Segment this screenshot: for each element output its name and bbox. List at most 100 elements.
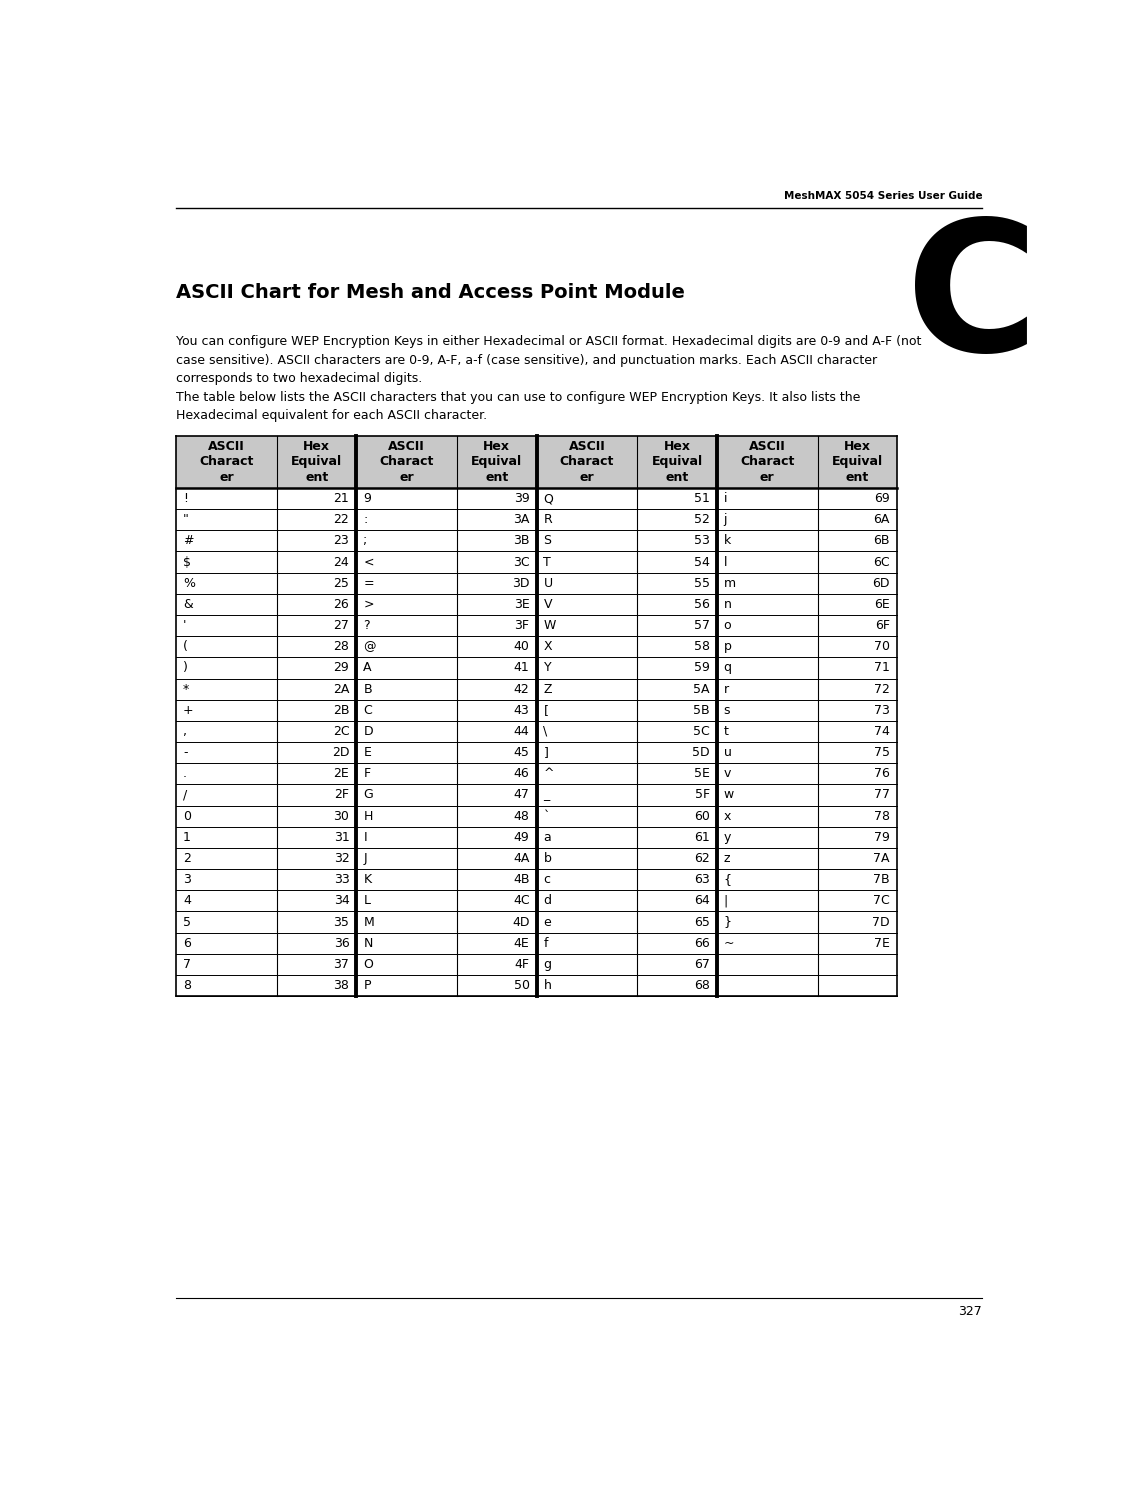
Text: 6F: 6F <box>875 620 890 632</box>
Text: o: o <box>723 620 731 632</box>
Text: 7A: 7A <box>873 853 890 864</box>
Text: 73: 73 <box>873 703 890 717</box>
Text: 5B: 5B <box>693 703 710 717</box>
Text: 41: 41 <box>514 661 530 675</box>
Text: ASCII
Charact
er: ASCII Charact er <box>199 440 254 484</box>
Text: 65: 65 <box>694 915 710 929</box>
Text: 6D: 6D <box>872 576 890 590</box>
Text: 6E: 6E <box>875 597 890 611</box>
Text: 4F: 4F <box>514 959 530 970</box>
Text: 60: 60 <box>694 809 710 823</box>
Text: ": " <box>183 514 189 526</box>
Text: The table below lists the ASCII characters that you can use to configure WEP Enc: The table below lists the ASCII characte… <box>176 391 861 423</box>
Text: 7D: 7D <box>872 915 890 929</box>
Text: 40: 40 <box>514 640 530 654</box>
Text: ,: , <box>183 726 188 738</box>
Text: 5C: 5C <box>693 726 710 738</box>
Text: 51: 51 <box>694 493 710 505</box>
Text: m: m <box>723 576 736 590</box>
Text: ]: ] <box>544 746 548 758</box>
Text: I: I <box>363 830 367 844</box>
Text: +: + <box>183 703 193 717</box>
Text: z: z <box>723 853 730 864</box>
Text: =: = <box>363 576 374 590</box>
Text: 44: 44 <box>514 726 530 738</box>
Text: y: y <box>723 830 731 844</box>
Text: 52: 52 <box>694 514 710 526</box>
Text: 39: 39 <box>514 493 530 505</box>
Text: x: x <box>723 809 731 823</box>
Text: 3A: 3A <box>513 514 530 526</box>
Text: G: G <box>363 788 373 802</box>
Text: 68: 68 <box>694 979 710 991</box>
Text: {: { <box>723 873 731 887</box>
Text: `: ` <box>544 809 549 823</box>
Bar <box>176 551 897 573</box>
Text: $: $ <box>183 555 191 569</box>
Text: n: n <box>723 597 731 611</box>
Text: 31: 31 <box>333 830 349 844</box>
Bar <box>176 827 897 848</box>
Text: a: a <box>544 830 551 844</box>
Text: *: * <box>183 682 190 696</box>
Text: 7B: 7B <box>873 873 890 887</box>
Text: p: p <box>723 640 731 654</box>
Text: 4D: 4D <box>512 915 530 929</box>
Text: 2E: 2E <box>333 767 349 781</box>
Text: 2B: 2B <box>333 703 349 717</box>
Text: 24: 24 <box>333 555 349 569</box>
Bar <box>176 763 897 784</box>
Text: W: W <box>544 620 556 632</box>
Bar <box>176 806 897 827</box>
Text: ~: ~ <box>723 936 734 950</box>
Text: ': ' <box>183 620 186 632</box>
Bar <box>176 700 897 721</box>
Text: 47: 47 <box>514 788 530 802</box>
Text: c: c <box>544 873 550 887</box>
Text: Y: Y <box>544 661 551 675</box>
Text: 34: 34 <box>333 894 349 908</box>
Text: 48: 48 <box>514 809 530 823</box>
Text: q: q <box>723 661 731 675</box>
Bar <box>176 742 897 763</box>
Text: (: ( <box>183 640 188 654</box>
Text: Hex
Equival
ent: Hex Equival ent <box>292 440 342 484</box>
Text: |: | <box>723 894 728 908</box>
Text: 67: 67 <box>694 959 710 970</box>
Text: 56: 56 <box>694 597 710 611</box>
Text: d: d <box>544 894 551 908</box>
Text: 7E: 7E <box>873 936 890 950</box>
Text: >: > <box>363 597 374 611</box>
Text: ASCII
Charact
er: ASCII Charact er <box>380 440 434 484</box>
Text: ASCII Chart for Mesh and Access Point Module: ASCII Chart for Mesh and Access Point Mo… <box>176 284 685 302</box>
Text: 6A: 6A <box>873 514 890 526</box>
Text: Hex
Equival
ent: Hex Equival ent <box>652 440 703 484</box>
Text: F: F <box>363 767 371 781</box>
Text: 77: 77 <box>873 788 890 802</box>
Text: g: g <box>544 959 551 970</box>
Text: S: S <box>544 534 551 548</box>
Text: 2C: 2C <box>332 726 349 738</box>
Text: 5D: 5D <box>692 746 710 758</box>
Bar <box>176 615 897 636</box>
Text: J: J <box>363 853 367 864</box>
Text: 66: 66 <box>694 936 710 950</box>
Text: 9: 9 <box>363 493 371 505</box>
Bar <box>176 436 897 488</box>
Text: 38: 38 <box>333 979 349 991</box>
Text: 5F: 5F <box>695 788 710 802</box>
Text: 74: 74 <box>873 726 890 738</box>
Text: T: T <box>544 555 551 569</box>
Text: 4B: 4B <box>513 873 530 887</box>
Text: ): ) <box>183 661 188 675</box>
Text: 35: 35 <box>333 915 349 929</box>
Text: 1: 1 <box>183 830 191 844</box>
Text: 23: 23 <box>333 534 349 548</box>
Text: H: H <box>363 809 373 823</box>
Text: 25: 25 <box>333 576 349 590</box>
Text: .: . <box>183 767 188 781</box>
Bar <box>176 573 897 594</box>
Text: ^: ^ <box>544 767 554 781</box>
Text: 0: 0 <box>183 809 191 823</box>
Text: 78: 78 <box>873 809 890 823</box>
